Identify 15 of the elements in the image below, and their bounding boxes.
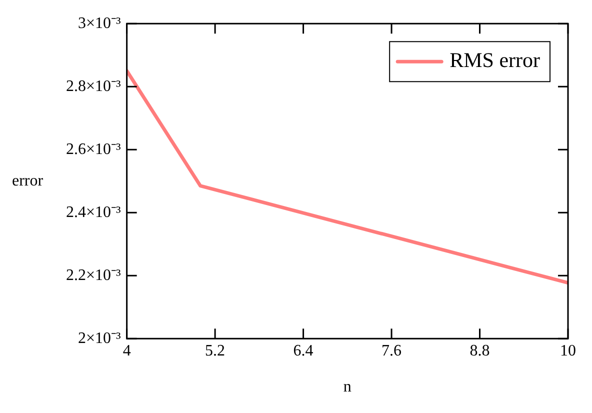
y-tick-label: 2.6×10⁻³ [66,140,122,158]
x-tick-label: 6.4 [293,342,314,360]
y-tick-label: 2×10⁻³ [78,330,122,347]
x-axis-title: n [343,378,352,396]
x-tick-label: 8.8 [470,342,490,360]
x-tick-label: 7.6 [382,342,402,360]
y-tick-label: 2.4×10⁻³ [66,204,122,221]
x-tick-label: 4 [122,342,131,360]
y-tick-label: 2.2×10⁻³ [66,266,122,284]
legend-label: RMS error [450,48,540,72]
y-axis-title: error [12,172,44,190]
x-tick-label: 10 [560,342,576,360]
y-tick-label: 2.8×10⁻³ [66,78,122,95]
y-tick-label: 3×10⁻³ [78,14,122,32]
x-tick-label: 5.2 [205,342,226,360]
